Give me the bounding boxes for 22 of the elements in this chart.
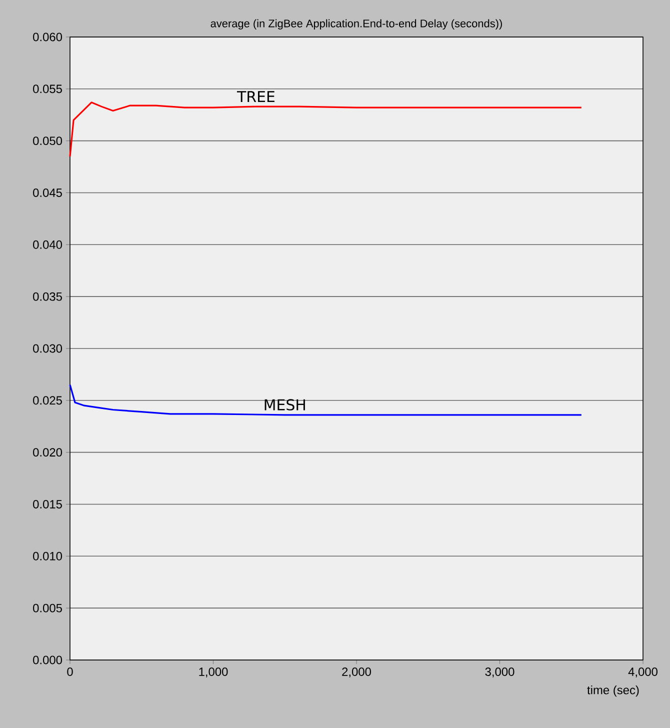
series-label: MESH	[264, 399, 305, 410]
x-tick-label: 4,000	[628, 668, 658, 678]
y-tick-label: 0.030	[33, 344, 62, 353]
y-tick-label: 0.005	[33, 604, 62, 612]
x-axis-title: time (sec)	[587, 686, 639, 697]
y-tick-label: 0.000	[33, 656, 62, 664]
x-tick-label: 2,000	[342, 668, 371, 678]
chart-title: average (in ZigBee Application.End-to-end Delay (seconds))	[210, 19, 502, 30]
y-tick-label: 0.020	[33, 448, 62, 457]
y-tick-label: 0.050	[33, 136, 62, 146]
y-tick-label: 0.060	[33, 32, 62, 42]
y-tick-label: 0.040	[33, 240, 62, 249]
y-tick-label: 0.035	[33, 292, 62, 301]
x-tick-label: 0	[67, 668, 73, 676]
y-tick-label: 0.055	[33, 84, 62, 94]
x-tick-label: 1,000	[199, 668, 228, 678]
y-tick-label: 0.045	[33, 188, 62, 197]
y-tick-label: 0.010	[33, 552, 62, 560]
series-label: TREE	[236, 91, 274, 102]
y-tick-label: 0.025	[33, 396, 62, 405]
y-tick-label: 0.015	[33, 500, 62, 508]
x-tick-label: 3,000	[485, 668, 514, 678]
